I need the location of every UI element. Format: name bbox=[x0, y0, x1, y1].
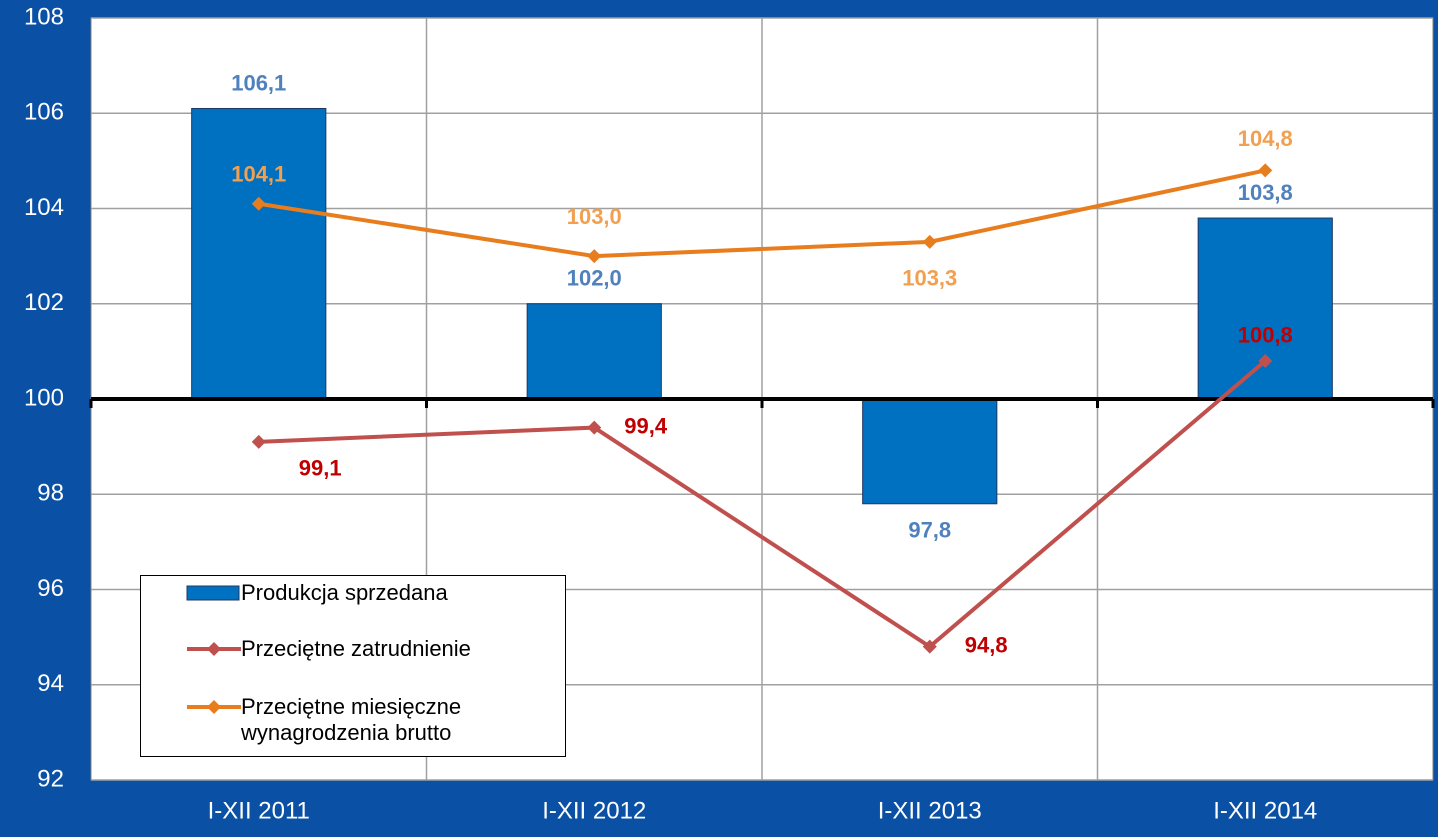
legend: Produkcja sprzedana Przeciętne zatrudnien… bbox=[140, 575, 566, 757]
marker bbox=[587, 420, 602, 435]
legend-item: Produkcja sprzedana bbox=[141, 580, 531, 606]
data-label: 94,8 bbox=[965, 632, 1008, 657]
legend-swatch-marker bbox=[207, 642, 221, 656]
legend-label: Przeciętne miesięczne wynagrodzenia brut… bbox=[241, 694, 462, 745]
marker bbox=[1258, 163, 1273, 178]
data-label: 103,8 bbox=[1238, 180, 1293, 205]
y-tick-label: 104 bbox=[24, 194, 64, 221]
y-tick-label: 96 bbox=[37, 575, 64, 602]
data-label: 99,1 bbox=[299, 456, 342, 481]
marker bbox=[922, 234, 937, 249]
line bbox=[258, 168, 1266, 259]
y-tick-label: 100 bbox=[24, 384, 64, 411]
x-tick-label: I-XII 2012 bbox=[542, 797, 646, 824]
y-tick-label: 108 bbox=[24, 3, 64, 30]
marker bbox=[922, 639, 937, 654]
data-label: 97,8 bbox=[908, 518, 951, 543]
marker bbox=[251, 434, 266, 449]
legend-swatch bbox=[187, 642, 241, 656]
data-label: 102,0 bbox=[567, 266, 622, 291]
data-label: 104,8 bbox=[1238, 126, 1293, 151]
y-tick-label: 102 bbox=[24, 289, 64, 316]
data-label: 100,8 bbox=[1238, 323, 1293, 348]
bar bbox=[862, 398, 998, 505]
x-tick-label: I-XII 2013 bbox=[878, 797, 982, 824]
marker bbox=[251, 196, 266, 211]
data-label: 104,1 bbox=[231, 162, 286, 187]
line bbox=[258, 359, 1267, 650]
x-tick-label: I-XII 2011 bbox=[208, 797, 310, 824]
legend-item: Przeciętne zatrudnienie bbox=[141, 636, 531, 662]
legend-item: Przeciętne miesięczne wynagrodzenia brut… bbox=[141, 694, 531, 746]
y-tick-label: 92 bbox=[37, 765, 64, 792]
bar bbox=[526, 303, 662, 400]
legend-label: Przeciętne zatrudnienie bbox=[241, 636, 471, 661]
marker bbox=[587, 249, 602, 264]
bar bbox=[1197, 217, 1333, 400]
x-tick-label: I-XII 2014 bbox=[1213, 797, 1317, 824]
legend-swatch bbox=[187, 700, 241, 714]
bar bbox=[191, 107, 327, 400]
data-label: 99,4 bbox=[624, 413, 668, 438]
data-label: 103,0 bbox=[567, 204, 622, 229]
data-label: 106,1 bbox=[231, 70, 286, 95]
legend-label: Produkcja sprzedana bbox=[241, 580, 448, 605]
y-tick-label: 94 bbox=[37, 670, 64, 697]
data-label: 103,3 bbox=[902, 266, 957, 291]
legend-swatch-marker bbox=[207, 700, 221, 714]
legend-swatch bbox=[186, 585, 240, 601]
marker bbox=[1258, 353, 1273, 368]
y-tick-label: 106 bbox=[24, 99, 64, 126]
legend-swatch-bar bbox=[186, 585, 240, 601]
y-tick-label: 98 bbox=[37, 480, 64, 507]
